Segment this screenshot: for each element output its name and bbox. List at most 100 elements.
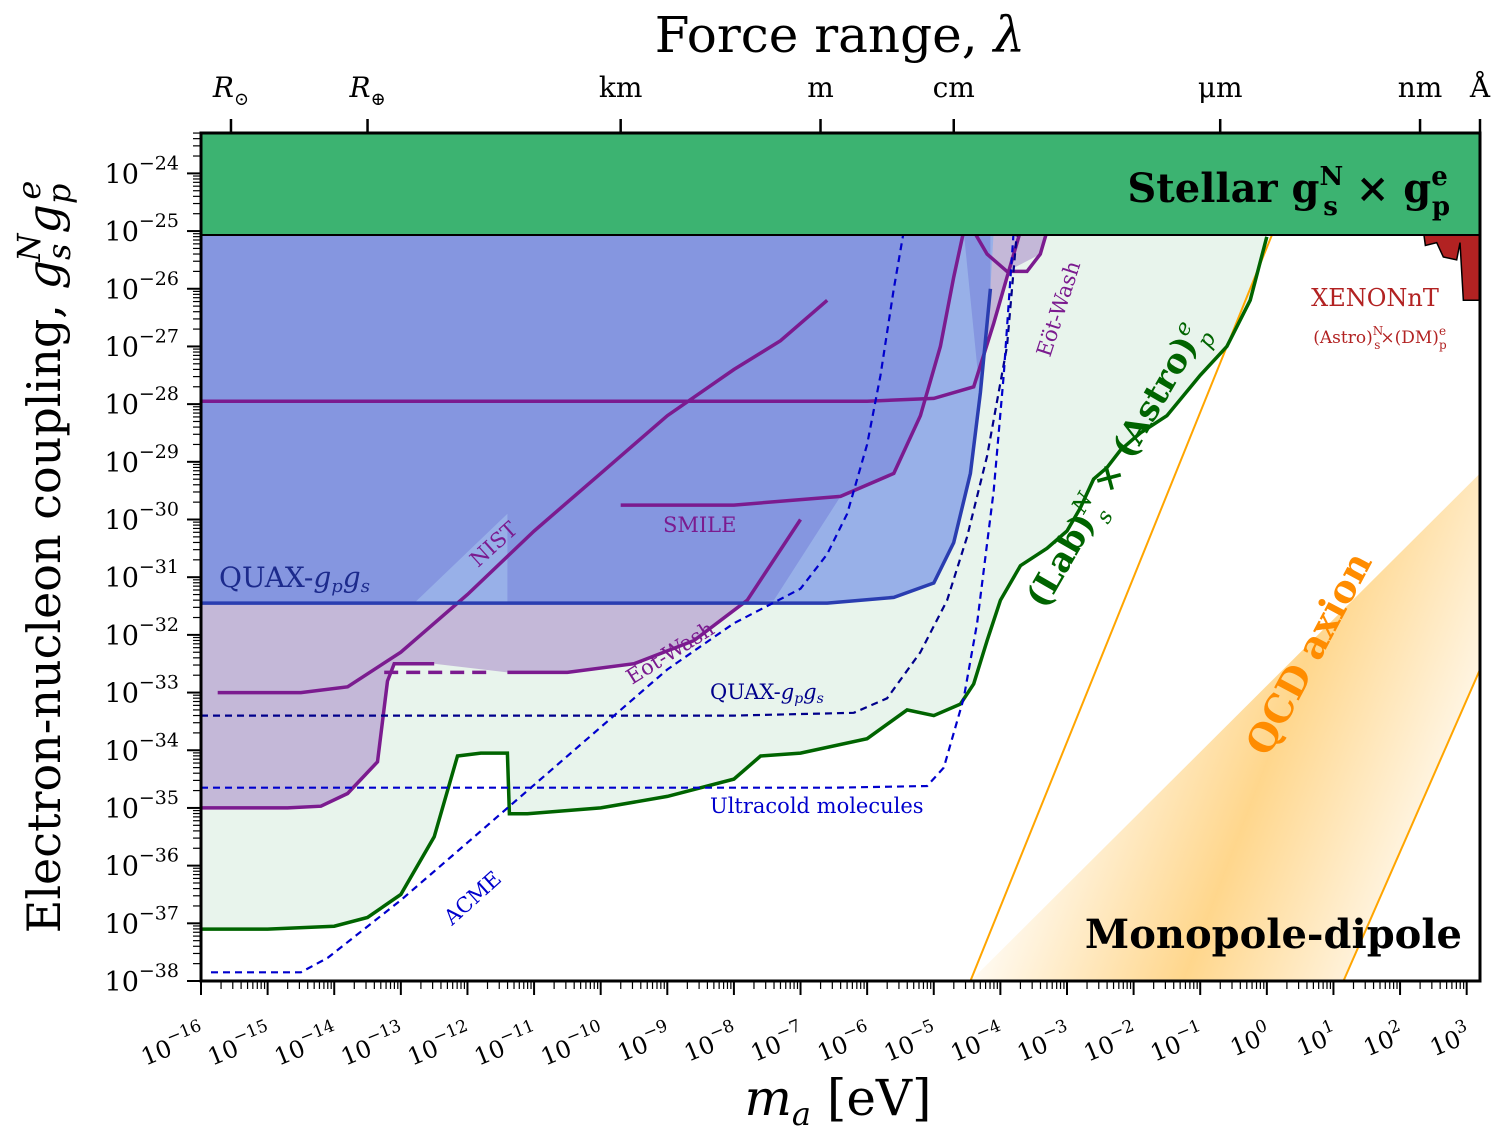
xlabel-a: a <box>792 1095 811 1133</box>
qcd-axion-edge-right <box>1342 669 1480 981</box>
y-tick-label: 10−29 <box>105 441 179 479</box>
quax-existing-fill <box>201 231 991 604</box>
xenon-sub-N: N <box>1373 324 1384 338</box>
series-line-7 <box>201 288 993 605</box>
x-tick-label: 10−12 <box>402 1016 476 1071</box>
quax-proj-s: s <box>817 691 824 707</box>
x-tick-label: 10−11 <box>468 1016 542 1071</box>
y-tick-label: 10−34 <box>105 729 179 767</box>
top-tick-label: R⊕ <box>348 71 385 110</box>
stellar-label-sup-e: e <box>1431 162 1448 192</box>
x-tick-label: 10−8 <box>678 1016 742 1067</box>
x-tick-label: 10−1 <box>1145 1016 1209 1067</box>
x-axis-label: ma [eV] <box>744 1069 931 1133</box>
top-tick-label: m <box>807 71 834 104</box>
series-line-2 <box>507 518 802 675</box>
series-line-4 <box>620 230 966 507</box>
quax-proj-p: p <box>794 691 803 707</box>
top-tick-label: R⊙ <box>212 71 249 110</box>
stellar-label-main: Stellar g <box>1127 165 1319 212</box>
ylabel-text: Electron-nucleon coupling, <box>17 289 71 933</box>
ylabel-g2: g <box>17 204 71 233</box>
quax-existing-s: s <box>361 576 370 597</box>
ylabel-s: s <box>40 244 78 260</box>
top-tick-label: cm <box>933 71 975 104</box>
series-line-0 <box>201 661 435 810</box>
xenon-label: XENONnT <box>1311 284 1439 312</box>
y-tick-label: 10−33 <box>105 672 179 710</box>
y-tick-label: 10−36 <box>105 845 179 883</box>
x-tick-label: 10−4 <box>945 1016 1009 1067</box>
xenon-sublabel: (Astro)N s×(DM)e p <box>1313 324 1447 352</box>
top-tick-label: Å <box>1469 71 1491 104</box>
top-tick-label: μm <box>1198 71 1243 104</box>
series-line-9 <box>201 231 1015 789</box>
series-line-5 <box>201 230 1023 403</box>
ylabel-p: p <box>40 184 78 204</box>
stellar-region <box>200 132 1481 236</box>
title-lambda: λ <box>992 6 1026 64</box>
stellar-label: Stellar gN s × ge p <box>1127 162 1450 222</box>
y-tick-label: 10−26 <box>105 268 179 306</box>
xenon-sub-s: s <box>1374 338 1380 352</box>
x-tick-label: 10−16 <box>135 1016 209 1071</box>
stellar-label-times: × g <box>1342 165 1431 212</box>
series-line-3 <box>217 298 829 695</box>
quax-existing-prefix: QUAX- <box>219 561 313 594</box>
xenon-sub-p: p <box>1439 338 1447 352</box>
ultracold-label: Ultracold molecules <box>710 794 924 818</box>
quax-existing-p: p <box>331 576 343 597</box>
stellar-label-sup-N: N <box>1320 162 1344 192</box>
xenon-sub-astro: (Astro) <box>1313 328 1372 348</box>
y-tick-label: 10−25 <box>105 210 179 248</box>
stellar-label-sub-p: p <box>1432 192 1450 222</box>
ylabel-g1: g <box>17 260 71 289</box>
x-tick-label: 10−6 <box>811 1016 875 1067</box>
stellar-label-sub-s: s <box>1323 192 1338 222</box>
x-tick-label: 101 <box>1291 1016 1342 1062</box>
quax-existing-gp: g <box>313 561 331 594</box>
quax-projection-label: QUAX-gpgs <box>710 680 824 707</box>
ylabel-N: N <box>10 233 48 263</box>
top-tick-label: nm <box>1398 71 1443 104</box>
y-tick-label: 10−28 <box>105 383 179 421</box>
y-tick-label: 10−24 <box>105 152 179 190</box>
series-line-6 <box>972 230 1049 274</box>
xlabel-m: m <box>744 1069 791 1127</box>
x-tick-label: 10−15 <box>202 1016 276 1071</box>
xenon-sub-e: e <box>1439 324 1446 338</box>
lab-astro-line <box>201 236 1269 931</box>
quax-existing-gs: g <box>343 561 361 594</box>
x-tick-label: 10−9 <box>612 1016 676 1067</box>
y-axis-label: Electron-nucleon coupling, gsNgpe <box>10 181 78 934</box>
x-tick-label: 103 <box>1424 1016 1475 1062</box>
x-tick-label: 10−14 <box>269 1016 343 1071</box>
x-tick-label: 10−7 <box>745 1016 809 1067</box>
monopole-dipole-label: Monopole-dipole <box>1085 911 1462 958</box>
quax-proj-gp: g <box>781 680 794 704</box>
x-tick-label: 10−10 <box>535 1016 609 1071</box>
xenon-sub-dm: ×(DM) <box>1380 328 1439 348</box>
x-tick-label: 10−5 <box>878 1016 942 1067</box>
top-tick-label: km <box>599 71 643 104</box>
x-tick-label: 100 <box>1224 1016 1275 1062</box>
y-tick-label: 10−32 <box>105 614 179 652</box>
series-line-10 <box>211 230 905 974</box>
quax-proj-gs: g <box>803 680 816 704</box>
x-tick-label: 10−2 <box>1078 1016 1142 1067</box>
x-tick-label: 102 <box>1358 1016 1409 1062</box>
smile-label: SMILE <box>663 513 736 537</box>
y-tick-label: 10−30 <box>105 499 179 537</box>
quax-existing-label: QUAX-gpgs <box>219 561 370 597</box>
y-tick-label: 10−27 <box>105 325 179 363</box>
y-tick-label: 10−38 <box>105 960 179 998</box>
y-tick-label: 10−35 <box>105 787 179 825</box>
y-tick-label: 10−37 <box>105 902 179 940</box>
ylabel-e: e <box>10 181 48 200</box>
qcd-axion-band <box>970 473 1480 981</box>
quax-proj-prefix: QUAX- <box>710 680 781 704</box>
acme-label: ACME <box>439 866 506 930</box>
title-text: Force range, <box>655 6 994 64</box>
xlabel-unit: [eV] <box>811 1069 932 1127</box>
